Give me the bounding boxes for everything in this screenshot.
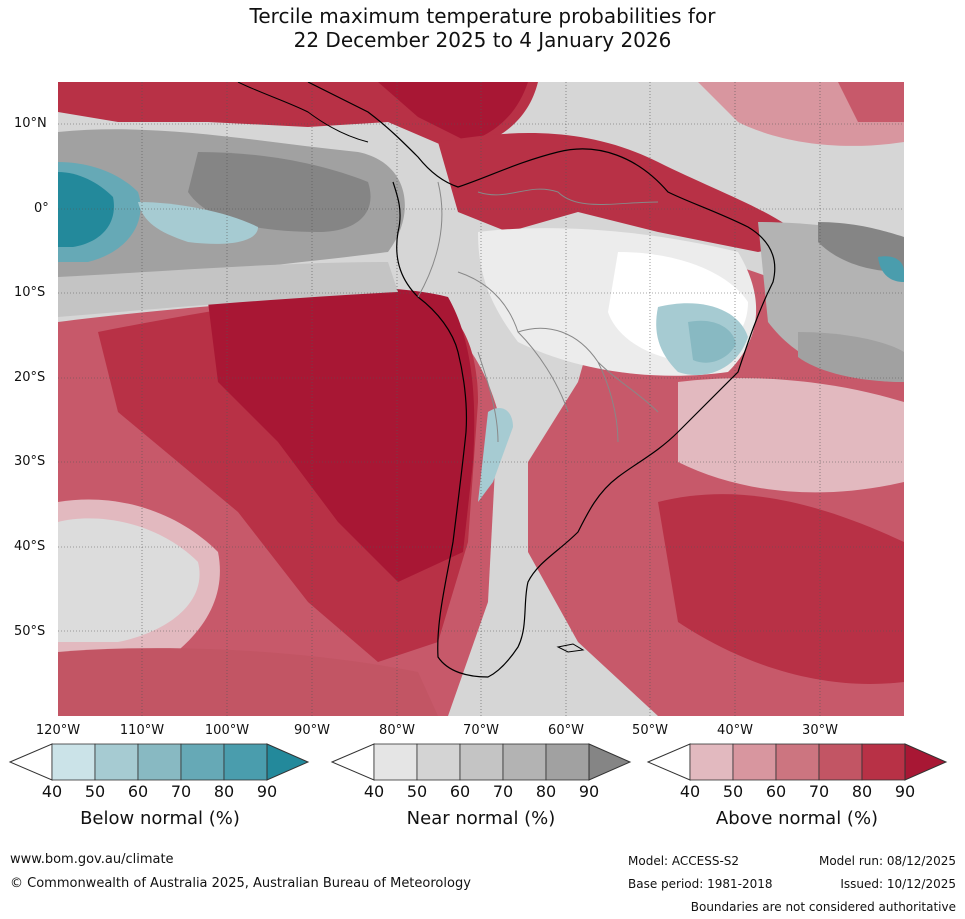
lon-label-60w: 60°W bbox=[548, 723, 584, 738]
colorbar-above-segment-5 bbox=[861, 743, 906, 781]
lon-label-80w: 80°W bbox=[379, 723, 415, 738]
above-tick-40: 40 bbox=[679, 782, 701, 801]
colorbar-near-segment-0 bbox=[330, 743, 375, 781]
below-tick-90: 90 bbox=[256, 782, 278, 801]
colorbar-above-segment-2 bbox=[732, 743, 777, 781]
model-run-text: Model run: 08/12/2025 bbox=[818, 854, 956, 868]
lat-label-20s: 20°S bbox=[14, 370, 46, 385]
near-tick-50: 50 bbox=[406, 782, 428, 801]
near-normal-label: Near normal (%) bbox=[406, 808, 556, 829]
above-tick-60: 60 bbox=[765, 782, 787, 801]
colorbar-below-segment-0 bbox=[8, 743, 53, 781]
lon-label-50w: 50°W bbox=[632, 723, 668, 738]
lon-label-100w: 100°W bbox=[204, 723, 250, 738]
country-boundaries bbox=[417, 181, 659, 443]
colorbar-below-segment-3 bbox=[137, 743, 182, 781]
colorbar-near-segment-4 bbox=[502, 743, 547, 781]
colorbar-near-segment-1 bbox=[373, 743, 418, 781]
chart-title: Tercile maximum temperature probabilitie… bbox=[0, 4, 965, 52]
near-tick-40: 40 bbox=[363, 782, 385, 801]
lat-label-30s: 30°S bbox=[14, 454, 46, 469]
above-normal-label: Above normal (%) bbox=[715, 808, 879, 829]
lon-label-120w: 120°W bbox=[35, 723, 81, 738]
near-tick-70: 70 bbox=[492, 782, 514, 801]
colorbar-above-segment-0 bbox=[646, 743, 691, 781]
near-tick-60: 60 bbox=[449, 782, 471, 801]
south-america-coastline bbox=[307, 82, 776, 678]
colorbar-below-segment-4 bbox=[180, 743, 225, 781]
lon-label-30w: 30°W bbox=[802, 723, 838, 738]
above-tick-50: 50 bbox=[722, 782, 744, 801]
colorbar-below-segment-2 bbox=[94, 743, 139, 781]
below-tick-40: 40 bbox=[41, 782, 63, 801]
colorbar-near-segment-3 bbox=[459, 743, 504, 781]
below-normal-regions bbox=[58, 162, 904, 502]
model-text: Model: ACCESS-S2 bbox=[628, 854, 740, 868]
colorbar-near-segment-2 bbox=[416, 743, 461, 781]
colorbar-below-segment-1 bbox=[51, 743, 96, 781]
below-normal-label: Below normal (%) bbox=[80, 808, 240, 829]
lat-label-10s: 10°S bbox=[14, 285, 46, 300]
near-tick-80: 80 bbox=[535, 782, 557, 801]
below-tick-80: 80 bbox=[213, 782, 235, 801]
disclaimer-text: Boundaries are not considered authoritat… bbox=[690, 900, 956, 914]
title-line-2: 22 December 2025 to 4 January 2026 bbox=[293, 28, 672, 52]
colorbar-near-segment-6 bbox=[588, 743, 632, 781]
base-period-text: Base period: 1981-2018 bbox=[628, 877, 773, 891]
colorbar-below-segment-6 bbox=[266, 743, 310, 781]
colorbar-above-segment-6 bbox=[904, 743, 948, 781]
website-link[interactable]: www.bom.gov.au/climate bbox=[10, 852, 174, 867]
colorbar-above-segment-1 bbox=[689, 743, 734, 781]
colorbar-below-normal bbox=[8, 743, 310, 781]
lon-label-40w: 40°W bbox=[717, 723, 753, 738]
colorbar-above-segment-4 bbox=[818, 743, 863, 781]
lat-label-10n: 10°N bbox=[14, 116, 47, 131]
above-normal-regions bbox=[58, 82, 904, 716]
lat-label-0: 0° bbox=[34, 201, 49, 216]
probability-map bbox=[58, 82, 904, 716]
graticule bbox=[58, 82, 904, 716]
lat-label-40s: 40°S bbox=[14, 539, 46, 554]
near-normal-regions bbox=[58, 129, 904, 382]
central-america-coastline bbox=[237, 82, 369, 143]
colorbar-above-segment-3 bbox=[775, 743, 820, 781]
below-tick-70: 70 bbox=[170, 782, 192, 801]
colorbar-above-normal bbox=[646, 743, 948, 781]
colorbar-below-segment-5 bbox=[223, 743, 268, 781]
lon-label-90w: 90°W bbox=[294, 723, 330, 738]
above-tick-70: 70 bbox=[808, 782, 830, 801]
below-tick-60: 60 bbox=[127, 782, 149, 801]
lon-label-70w: 70°W bbox=[463, 723, 499, 738]
falkland-islands bbox=[556, 643, 585, 653]
colorbar-near-segment-5 bbox=[545, 743, 590, 781]
above-tick-90: 90 bbox=[894, 782, 916, 801]
copyright-text: © Commonwealth of Australia 2025, Austra… bbox=[10, 876, 471, 891]
lon-label-110w: 110°W bbox=[119, 723, 165, 738]
below-tick-50: 50 bbox=[84, 782, 106, 801]
above-tick-80: 80 bbox=[851, 782, 873, 801]
near-tick-90: 90 bbox=[578, 782, 600, 801]
colorbar-near-normal bbox=[330, 743, 632, 781]
title-line-1: Tercile maximum temperature probabilitie… bbox=[249, 4, 716, 28]
lat-label-50s: 50°S bbox=[14, 624, 46, 639]
issued-text: Issued: 10/12/2025 bbox=[840, 877, 956, 891]
